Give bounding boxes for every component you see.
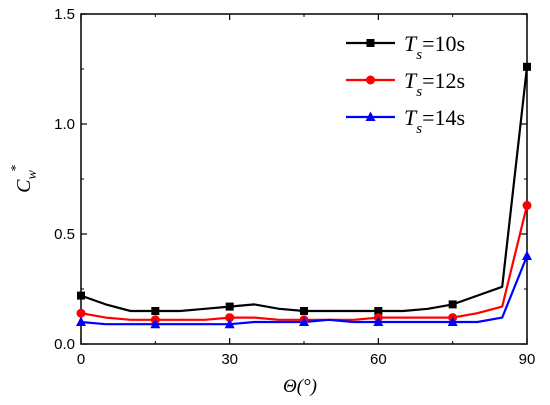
series-2-point xyxy=(373,316,384,326)
legend-label-base: T xyxy=(404,31,418,56)
legend-label: Ts=14s xyxy=(404,105,465,137)
legend-label-sub: s xyxy=(416,47,422,63)
x-tick-label: 30 xyxy=(221,351,238,368)
svg-text:Cw*: Cw* xyxy=(9,165,40,193)
y-tick-label: 0.5 xyxy=(54,226,75,243)
legend-marker xyxy=(366,39,375,47)
y-tick-label: 1.5 xyxy=(54,6,75,23)
series-2-point xyxy=(299,316,309,326)
series-0-point xyxy=(225,302,234,311)
legend-label-base: T xyxy=(404,68,418,93)
legend-label: Ts=12s xyxy=(404,68,465,100)
series-0-point xyxy=(523,62,531,71)
series-2-point xyxy=(447,316,458,326)
legend-item-1: Ts=12s xyxy=(346,68,465,100)
legend-label-rest: =10s xyxy=(422,31,465,56)
legend-label: Ts=10s xyxy=(404,31,465,63)
legend-item-2: Ts=14s xyxy=(346,105,465,137)
legend-label-sub: s xyxy=(416,84,422,100)
y-tick-label: 1.0 xyxy=(54,116,75,133)
series-1-point xyxy=(522,200,532,210)
y-axis-title-base: C xyxy=(13,179,35,193)
series-2-point xyxy=(522,250,532,260)
series-0-point xyxy=(151,307,160,315)
series-markers xyxy=(76,62,532,329)
x-tick-label: 90 xyxy=(519,351,536,368)
x-axis-title: Θ(°) xyxy=(283,376,317,397)
series-2-point xyxy=(224,318,235,329)
legend-marker xyxy=(365,111,376,121)
series-1-point xyxy=(76,308,86,318)
legend-marker xyxy=(366,75,375,85)
y-axis-title-sup: * xyxy=(9,165,24,172)
legend-label-sub: s xyxy=(416,121,422,137)
series-0-point xyxy=(77,291,85,300)
series-0-point xyxy=(300,307,308,315)
plot-area xyxy=(80,13,528,345)
legend-label-rest: =12s xyxy=(422,68,465,93)
y-axis-title-sub: w xyxy=(25,170,40,180)
series-0-point xyxy=(448,300,457,309)
axis-ticks: 0 30 60 90 0.0 0.5 1.0 1.5 xyxy=(54,6,535,368)
y-tick-label: 0.0 xyxy=(54,336,75,353)
series-2-point xyxy=(150,318,161,329)
series-1-point xyxy=(225,313,235,323)
series-2-point xyxy=(76,316,86,326)
x-tick-label: 0 xyxy=(77,351,85,368)
series-0-point xyxy=(374,307,383,315)
legend-label-base: T xyxy=(404,105,418,130)
x-tick-label: 60 xyxy=(370,351,387,368)
legend-item-0: Ts=10s xyxy=(346,31,465,63)
legend-label-rest: =14s xyxy=(422,105,465,130)
y-axis-title: Cw* xyxy=(9,165,40,193)
